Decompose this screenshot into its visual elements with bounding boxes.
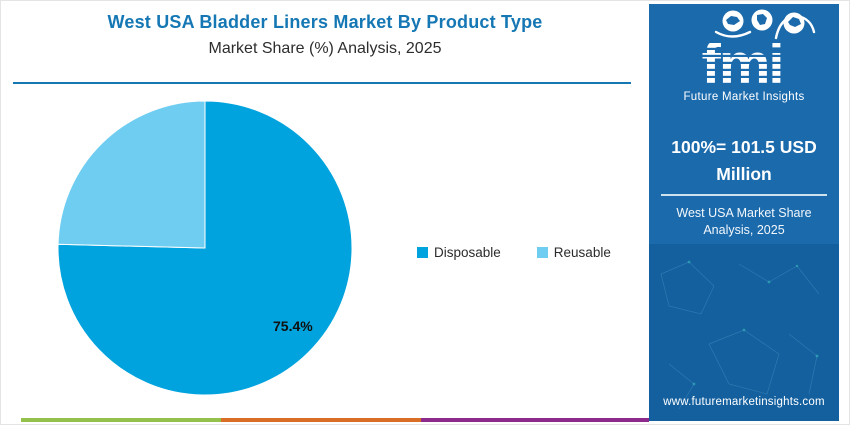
legend-swatch-reusable [536, 247, 548, 258]
pie-chart [57, 100, 353, 396]
fmi-wordmark: fmi [702, 32, 783, 94]
title-divider-line [13, 82, 631, 84]
chart-subtitle: Market Share (%) Analysis, 2025 [208, 40, 442, 57]
pie-chart-svg [57, 100, 353, 396]
footer-strip-purple [421, 418, 649, 422]
logo-tagline: Future Market Insights [683, 91, 805, 103]
logo-swoosh-icon [714, 30, 752, 38]
pie-slice-data-label: 75.4% [273, 318, 313, 334]
sidebar-pattern-section [649, 244, 839, 421]
market-share-subheadline: West USA Market Share Analysis, 2025 [676, 206, 812, 237]
europe-africa-map-icon [751, 9, 773, 31]
chart-title: West USA Bladder Liners Market By Produc… [107, 12, 543, 32]
legend-item-reusable: Reusable [536, 245, 611, 260]
legend-label-disposable: Disposable [434, 245, 501, 260]
asia-pacific-map-icon [783, 12, 805, 34]
footer-strip-green [21, 418, 221, 422]
constellation-pattern [660, 260, 820, 410]
legend-swatch-disposable [417, 247, 428, 258]
americas-map-icon [722, 10, 744, 32]
fmi-logo-svg: fmi [702, 9, 816, 97]
market-size-headline: 100%= 101.5 USD Million [671, 137, 817, 185]
footer-strip-orange [221, 418, 421, 422]
footer-color-strip [21, 418, 649, 422]
chart-legend: Disposable Reusable [417, 245, 611, 260]
legend-label-reusable: Reusable [553, 245, 611, 260]
sidebar-divider-line [661, 194, 827, 196]
fmi-logo: fmi Future Ma [649, 8, 839, 103]
pie-slice-reusable [57, 100, 206, 249]
website-link[interactable]: www.futuremarketinsights.com [663, 396, 825, 408]
brand-sidebar: fmi Future Ma [649, 4, 839, 421]
legend-item-disposable: Disposable [417, 245, 501, 260]
